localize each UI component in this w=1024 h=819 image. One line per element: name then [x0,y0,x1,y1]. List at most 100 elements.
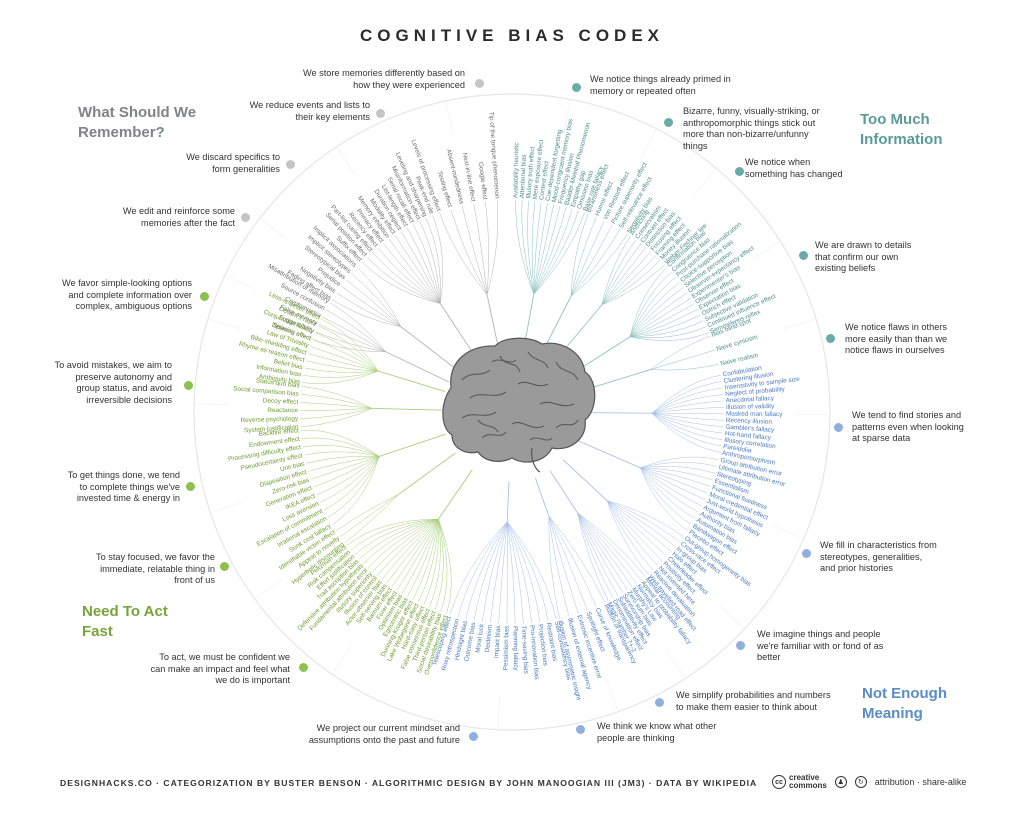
bias-branch [606,500,659,566]
problem-dot [655,698,664,707]
bias-branch [306,360,379,372]
bias-branch [473,203,488,295]
bias-branch [506,521,524,624]
bias-label: Google effect [477,162,489,201]
bias-branch [570,234,628,297]
cc-word-1: creative [789,773,820,782]
bias-label: System justification [244,424,299,435]
bias-branch [533,210,579,295]
bias-branch [383,243,441,304]
bias-label: Naive cynicism [716,334,759,353]
bias-label: Availability heuristic [512,142,520,199]
bias-branch [388,239,441,304]
bias-branch [340,494,399,537]
problem-dot [799,251,808,260]
bias-label: Planning fallacy [511,626,519,672]
problem-label: We tend to find stories and patterns eve… [852,410,964,443]
bias-branch [606,500,680,542]
bias-branch [304,367,379,373]
bias-branch [629,267,668,337]
bias-branch [367,256,441,304]
bias-branch [630,309,698,338]
bias-branch [651,412,724,421]
problem-dot [572,83,581,92]
bias-branch [629,272,672,337]
bias-branch [315,331,386,352]
bias-branch [606,500,672,552]
bias-branch [315,332,379,372]
bias-branch [304,451,380,457]
bias-branch [601,247,647,305]
bias-branch [640,467,703,507]
bias-branch [650,349,715,370]
bias-label: Hot-hand fallacy [725,430,772,442]
bias-branch [301,385,373,409]
bias-label: Decoy effect [263,397,299,406]
problem-label: We edit and reinforce some memories afte… [122,206,235,228]
bias-branch [407,519,439,597]
bias-branch [506,521,516,624]
problem-dot [184,381,193,390]
bias-label: Reactance [267,407,298,414]
bias-branch [640,456,719,469]
problem-dot [200,292,209,301]
bias-branch [300,408,373,428]
problem-label: We store memories differently based on h… [302,68,465,90]
problem-label: Bizarre, funny, visually-striking, or an… [683,106,820,151]
bias-branch [300,429,380,457]
bias-branch [651,387,723,414]
bias-branch [651,413,723,440]
cc-symbol: cc [772,775,786,789]
bias-branch [640,467,696,519]
bias-branch [640,461,717,469]
bias-branch [461,205,488,295]
bias-branch [318,325,379,372]
outer-connector [563,99,571,133]
bias-branch [640,467,708,494]
bias-branch [361,261,441,304]
bias-label: Anecdotal fallacy [726,395,775,405]
bias-branch [429,519,441,608]
bias-branch [320,456,380,503]
credits-footer: DESIGNHACKS.CO · CATEGORIZATION BY BUSTE… [60,778,758,788]
bias-branch [401,519,439,594]
license-block: cc creative commons ♟ ↻ attribution · sh… [772,773,966,791]
bias-branch [640,467,713,481]
problem-label: We fill in characteristics from stereoty… [820,540,937,573]
branch-trunk [562,459,608,501]
bias-branch [640,467,692,525]
branch-trunk [534,477,550,516]
problem-dot [186,482,195,491]
bias-branch [650,364,719,371]
bias-branch [394,235,441,304]
bias-branch [326,309,386,352]
bias-branch [308,456,380,472]
problem-label: We simplify probabilities and numbers to… [676,690,831,712]
bias-branch [629,297,691,337]
bias-branch [629,282,680,337]
problem-dot [576,725,585,734]
bias-branch [507,521,557,620]
bias-branch [606,500,654,571]
page-title: COGNITIVE BIAS CODEX [359,26,665,45]
bias-branch [332,456,380,525]
bias-branch [601,255,656,305]
bias-branch [438,519,448,612]
bias-branch [302,370,379,384]
bias-branch [347,518,439,546]
bias-branch [396,519,439,591]
outer-connector [640,128,657,160]
outer-connector [497,695,500,730]
branch-trunk [400,326,457,370]
bias-branch [425,218,441,304]
branch-trunk [524,293,535,344]
problem-dot [299,663,308,672]
outer-connector [254,578,283,600]
outer-connector [772,524,804,540]
bias-branch [486,200,499,295]
